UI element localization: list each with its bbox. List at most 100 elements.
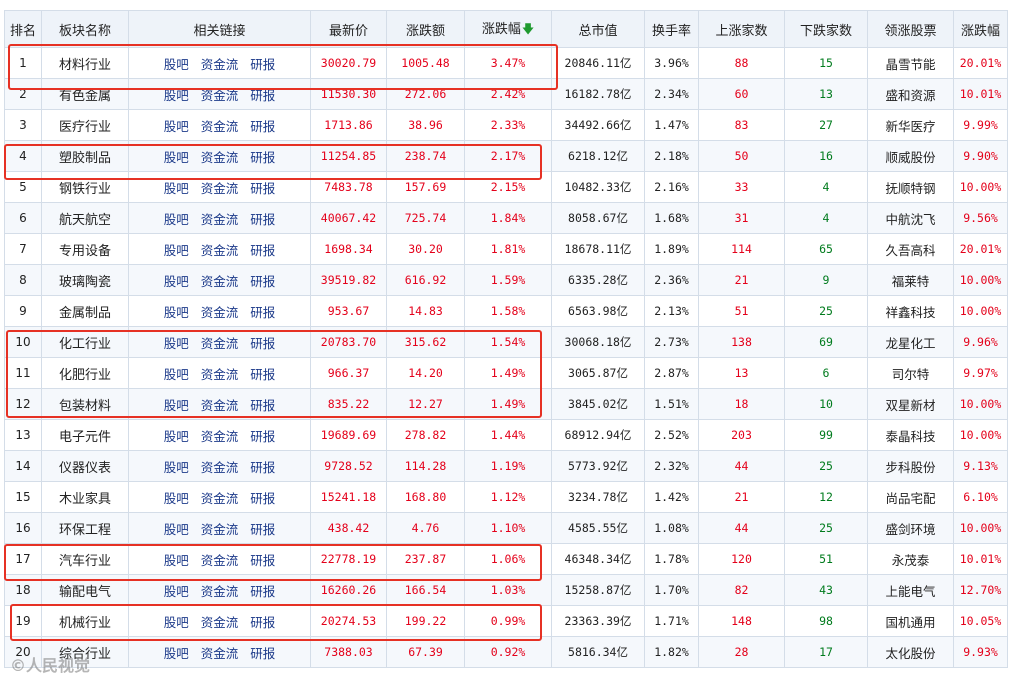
- sector-name-link[interactable]: 专用设备: [41, 233, 129, 265]
- research-report-link[interactable]: 研报: [250, 490, 276, 506]
- fund-flow-link[interactable]: 资金流: [200, 645, 239, 661]
- sector-name-link[interactable]: 电子元件: [41, 419, 129, 451]
- fund-flow-link[interactable]: 资金流: [200, 552, 239, 568]
- header-change-pct[interactable]: 涨跌幅🡇: [464, 10, 552, 48]
- header-rank[interactable]: 排名: [4, 10, 42, 48]
- leading-stock-link[interactable]: 龙星化工: [867, 326, 954, 358]
- fund-flow-link[interactable]: 资金流: [200, 304, 239, 320]
- research-report-link[interactable]: 研报: [250, 87, 276, 103]
- leading-stock-link[interactable]: 中航沈飞: [867, 202, 954, 234]
- fund-flow-link[interactable]: 资金流: [200, 459, 239, 475]
- leading-stock-link[interactable]: 永茂泰: [867, 543, 954, 575]
- research-report-link[interactable]: 研报: [250, 211, 276, 227]
- fund-flow-link[interactable]: 资金流: [200, 335, 239, 351]
- guba-link[interactable]: 股吧: [163, 304, 189, 320]
- sector-name-link[interactable]: 输配电气: [41, 574, 129, 606]
- fund-flow-link[interactable]: 资金流: [200, 180, 239, 196]
- guba-link[interactable]: 股吧: [163, 645, 189, 661]
- leading-stock-link[interactable]: 尚品宅配: [867, 481, 954, 513]
- research-report-link[interactable]: 研报: [250, 428, 276, 444]
- sector-name-link[interactable]: 包装材料: [41, 388, 129, 420]
- leading-stock-link[interactable]: 司尔特: [867, 357, 954, 389]
- fund-flow-link[interactable]: 资金流: [200, 211, 239, 227]
- leading-stock-link[interactable]: 抚顺特钢: [867, 171, 954, 203]
- research-report-link[interactable]: 研报: [250, 397, 276, 413]
- header-up-count[interactable]: 上涨家数: [698, 10, 785, 48]
- research-report-link[interactable]: 研报: [250, 242, 276, 258]
- fund-flow-link[interactable]: 资金流: [200, 521, 239, 537]
- fund-flow-link[interactable]: 资金流: [200, 583, 239, 599]
- guba-link[interactable]: 股吧: [163, 459, 189, 475]
- leading-stock-link[interactable]: 祥鑫科技: [867, 295, 954, 327]
- guba-link[interactable]: 股吧: [163, 335, 189, 351]
- research-report-link[interactable]: 研报: [250, 583, 276, 599]
- guba-link[interactable]: 股吧: [163, 56, 189, 72]
- guba-link[interactable]: 股吧: [163, 87, 189, 103]
- header-leading-stock[interactable]: 领涨股票: [867, 10, 954, 48]
- leading-stock-link[interactable]: 久吾高科: [867, 233, 954, 265]
- header-change[interactable]: 涨跌额: [386, 10, 465, 48]
- fund-flow-link[interactable]: 资金流: [200, 273, 239, 289]
- research-report-link[interactable]: 研报: [250, 335, 276, 351]
- research-report-link[interactable]: 研报: [250, 149, 276, 165]
- fund-flow-link[interactable]: 资金流: [200, 87, 239, 103]
- sector-name-link[interactable]: 材料行业: [41, 47, 129, 79]
- leading-stock-link[interactable]: 太化股份: [867, 636, 954, 668]
- fund-flow-link[interactable]: 资金流: [200, 490, 239, 506]
- guba-link[interactable]: 股吧: [163, 428, 189, 444]
- research-report-link[interactable]: 研报: [250, 459, 276, 475]
- research-report-link[interactable]: 研报: [250, 118, 276, 134]
- sector-name-link[interactable]: 玻璃陶瓷: [41, 264, 129, 296]
- guba-link[interactable]: 股吧: [163, 242, 189, 258]
- fund-flow-link[interactable]: 资金流: [200, 397, 239, 413]
- research-report-link[interactable]: 研报: [250, 521, 276, 537]
- header-market-cap[interactable]: 总市值: [551, 10, 645, 48]
- sector-name-link[interactable]: 机械行业: [41, 605, 129, 637]
- leading-stock-link[interactable]: 盛剑环境: [867, 512, 954, 544]
- guba-link[interactable]: 股吧: [163, 614, 189, 630]
- leading-stock-link[interactable]: 晶雪节能: [867, 47, 954, 79]
- sector-name-link[interactable]: 航天航空: [41, 202, 129, 234]
- header-sector-name[interactable]: 板块名称: [41, 10, 129, 48]
- header-leader-change-pct[interactable]: 涨跌幅: [953, 10, 1008, 48]
- fund-flow-link[interactable]: 资金流: [200, 614, 239, 630]
- leading-stock-link[interactable]: 国机通用: [867, 605, 954, 637]
- research-report-link[interactable]: 研报: [250, 552, 276, 568]
- guba-link[interactable]: 股吧: [163, 521, 189, 537]
- header-latest-price[interactable]: 最新价: [310, 10, 387, 48]
- research-report-link[interactable]: 研报: [250, 180, 276, 196]
- guba-link[interactable]: 股吧: [163, 583, 189, 599]
- leading-stock-link[interactable]: 顺威股份: [867, 140, 954, 172]
- fund-flow-link[interactable]: 资金流: [200, 366, 239, 382]
- sector-name-link[interactable]: 医疗行业: [41, 109, 129, 141]
- sector-name-link[interactable]: 环保工程: [41, 512, 129, 544]
- sector-name-link[interactable]: 钢铁行业: [41, 171, 129, 203]
- sector-name-link[interactable]: 仪器仪表: [41, 450, 129, 482]
- sector-name-link[interactable]: 木业家具: [41, 481, 129, 513]
- sector-name-link[interactable]: 化工行业: [41, 326, 129, 358]
- guba-link[interactable]: 股吧: [163, 180, 189, 196]
- guba-link[interactable]: 股吧: [163, 273, 189, 289]
- guba-link[interactable]: 股吧: [163, 552, 189, 568]
- leading-stock-link[interactable]: 新华医疗: [867, 109, 954, 141]
- guba-link[interactable]: 股吧: [163, 397, 189, 413]
- guba-link[interactable]: 股吧: [163, 366, 189, 382]
- fund-flow-link[interactable]: 资金流: [200, 149, 239, 165]
- sector-name-link[interactable]: 塑胶制品: [41, 140, 129, 172]
- header-down-count[interactable]: 下跌家数: [784, 10, 868, 48]
- guba-link[interactable]: 股吧: [163, 211, 189, 227]
- leading-stock-link[interactable]: 泰晶科技: [867, 419, 954, 451]
- leading-stock-link[interactable]: 步科股份: [867, 450, 954, 482]
- leading-stock-link[interactable]: 双星新材: [867, 388, 954, 420]
- research-report-link[interactable]: 研报: [250, 273, 276, 289]
- guba-link[interactable]: 股吧: [163, 149, 189, 165]
- research-report-link[interactable]: 研报: [250, 366, 276, 382]
- fund-flow-link[interactable]: 资金流: [200, 118, 239, 134]
- fund-flow-link[interactable]: 资金流: [200, 428, 239, 444]
- sector-name-link[interactable]: 有色金属: [41, 78, 129, 110]
- leading-stock-link[interactable]: 盛和资源: [867, 78, 954, 110]
- sector-name-link[interactable]: 化肥行业: [41, 357, 129, 389]
- guba-link[interactable]: 股吧: [163, 118, 189, 134]
- fund-flow-link[interactable]: 资金流: [200, 56, 239, 72]
- header-turnover[interactable]: 换手率: [644, 10, 699, 48]
